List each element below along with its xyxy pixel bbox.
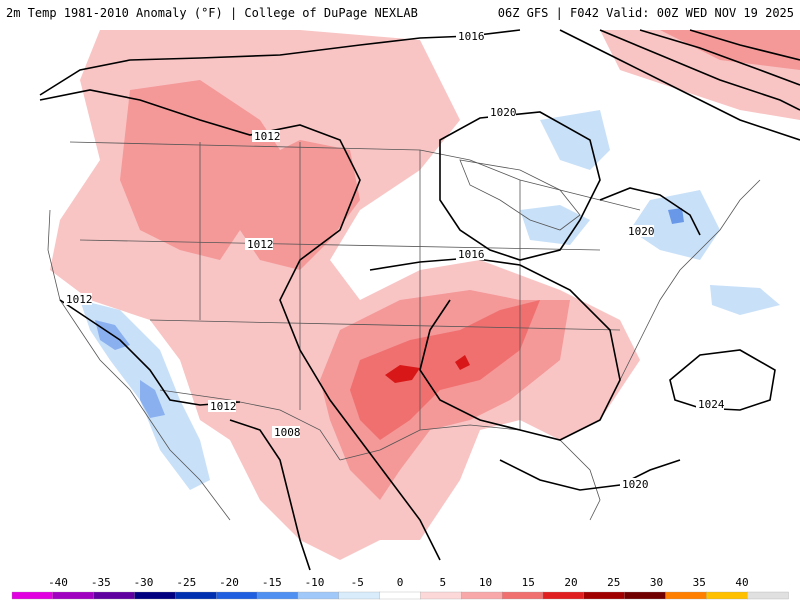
us-mexico-border xyxy=(159,389,341,461)
colorbar-tick-label: 25 xyxy=(607,576,620,589)
map-title: 2m Temp 1981-2010 Anomaly (°F) | College… xyxy=(6,6,418,20)
colorbar-tick-label: -15 xyxy=(262,576,282,589)
colorbar-tick-label: 30 xyxy=(650,576,663,589)
map-header: 2m Temp 1981-2010 Anomaly (°F) | College… xyxy=(0,0,800,28)
isobar-label: 1012 xyxy=(247,238,274,251)
isobar-label: 1016 xyxy=(458,30,485,43)
warm-anomaly-northeast-2 xyxy=(660,30,800,70)
west-coast xyxy=(47,209,231,521)
colorbar-swatch xyxy=(706,591,748,600)
boundaries xyxy=(47,141,761,521)
colorbar-tick-label: 5 xyxy=(439,576,446,589)
colorbar-tick-label: -40 xyxy=(48,576,68,589)
anomaly-shading xyxy=(50,30,800,560)
cool-anomaly-socal xyxy=(140,380,165,418)
colorbar-tick-label: 40 xyxy=(735,576,748,589)
colorbar-swatch xyxy=(665,591,707,600)
isobar-1020-high xyxy=(439,111,601,261)
east-coast xyxy=(599,179,761,421)
isobar-label: 1020 xyxy=(490,106,517,119)
isobar-1012-west xyxy=(39,89,441,561)
colorbar-swatch xyxy=(624,591,667,600)
anomaly-map: 1016 1020 1012 1012 1016 1020 1012 1012 … xyxy=(39,29,800,571)
colorbar-tick-label: -10 xyxy=(305,576,325,589)
isobar-1020-ne xyxy=(599,187,701,236)
colorbar-tick-label: 10 xyxy=(479,576,492,589)
cool-anomaly-northeast-core xyxy=(668,208,684,224)
colorbar: -40 -35 -30 -25 -20 -15 -10 -5 0 5 10 15 20 25 30 35 40 xyxy=(11,576,789,600)
colorbar-ticks: -40 -35 -30 -25 -20 -15 -10 -5 0 5 10 15 20 25 30 35 40 xyxy=(48,576,749,589)
colorbar-tick-label: -5 xyxy=(351,576,364,589)
model-valid-time: 06Z GFS | F042 Valid: 00Z WED NOV 19 202… xyxy=(497,6,794,20)
colorbar-swatch xyxy=(297,591,340,600)
colorbar-tick-label: 0 xyxy=(397,576,404,589)
colorbar-swatch xyxy=(542,591,585,600)
isobar-label: 1012 xyxy=(66,293,93,306)
colorbar-swatch xyxy=(338,591,381,600)
colorbar-tick-label: 20 xyxy=(564,576,577,589)
colorbar-tick-label: -20 xyxy=(219,576,239,589)
colorbar-swatch xyxy=(256,591,299,600)
colorbar-tick-label: 15 xyxy=(522,576,535,589)
warm-anomaly-strong xyxy=(350,300,540,440)
state-line-6 xyxy=(149,319,621,331)
isobars xyxy=(39,29,800,571)
colorbar-swatch xyxy=(134,591,177,600)
colorbar-tick-label: 35 xyxy=(693,576,706,589)
isobar-label: 1020 xyxy=(622,478,649,491)
colorbar-tick-label: -35 xyxy=(91,576,111,589)
colorbar-swatch xyxy=(379,591,422,600)
colorbar-swatch xyxy=(175,591,217,600)
isobar-label: 1012 xyxy=(210,400,237,413)
isobar-label: 1012 xyxy=(254,130,281,143)
isobar-1012-southwest xyxy=(59,299,241,406)
isobar-label: 1024 xyxy=(698,398,725,411)
colorbar-swatch xyxy=(501,591,544,600)
colorbar-tick-label: -30 xyxy=(134,576,154,589)
isobar-1008-south xyxy=(229,419,311,571)
great-lakes xyxy=(459,159,581,231)
colorbar-swatch xyxy=(461,591,503,600)
isobar-label: 1020 xyxy=(628,225,655,238)
isobar-labels: 1016 1020 1012 1012 1016 1020 1012 1012 … xyxy=(64,30,725,491)
isobar-ne-2 xyxy=(599,29,800,111)
isobar-1016-north xyxy=(39,29,521,96)
isobar-1016-east xyxy=(369,257,621,441)
cool-anomaly-northeast xyxy=(630,190,720,260)
isobar-1020-south xyxy=(499,459,681,491)
cool-anomaly-greatlakes xyxy=(540,110,610,170)
colorbar-swatch xyxy=(420,591,462,600)
isobar-1024-atlantic xyxy=(669,349,776,411)
warm-anomaly-max xyxy=(385,365,420,383)
colorbar-swatch xyxy=(11,591,54,600)
colorbar-swatch xyxy=(216,591,258,600)
cool-anomaly-midwest xyxy=(520,205,590,245)
state-line-5 xyxy=(79,239,601,251)
colorbar-swatch xyxy=(52,591,95,600)
isobar-ne-1 xyxy=(559,29,800,141)
colorbar-swatch xyxy=(747,591,789,600)
isobar-ne-3 xyxy=(639,29,800,86)
warm-anomaly-max-2 xyxy=(455,355,470,370)
colorbar-tick-label: -25 xyxy=(176,576,196,589)
colorbar-swatches xyxy=(11,591,789,600)
cool-anomaly-atlantic xyxy=(710,285,780,315)
colorbar-swatch xyxy=(583,591,626,600)
isobar-label: 1008 xyxy=(274,426,301,439)
colorbar-swatch xyxy=(93,591,136,600)
isobar-label: 1016 xyxy=(458,248,485,261)
isobar-ne-4 xyxy=(689,29,800,61)
